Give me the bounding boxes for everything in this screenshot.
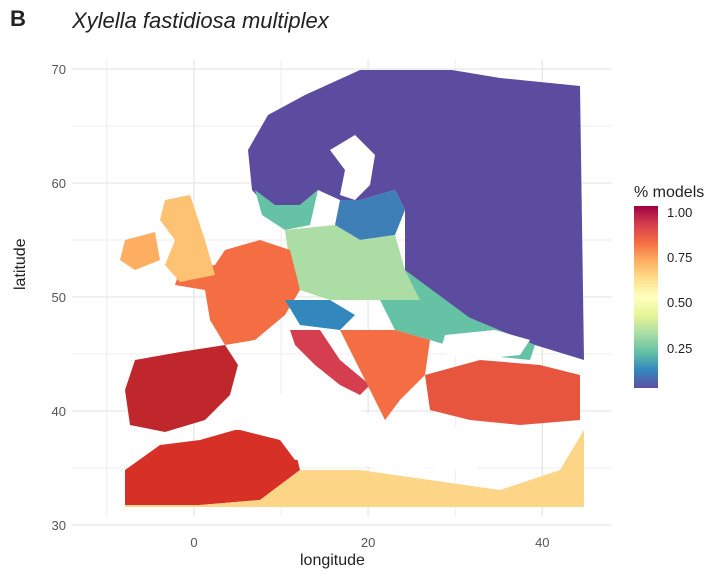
y-tick-label: 30 (52, 518, 66, 533)
y-tick-label: 50 (52, 290, 66, 305)
region-italy (290, 330, 370, 395)
map-title: Xylella fastidiosa multiplex (72, 8, 329, 33)
y-tick-label: 40 (52, 404, 66, 419)
legend-label-025: 0.25 (667, 341, 693, 356)
legend-title: % models (634, 184, 705, 201)
region-turkey (425, 360, 580, 425)
legend-label-1: 1.00 (667, 205, 693, 220)
region-northeast (305, 70, 584, 360)
region-finland-baltic (335, 190, 405, 240)
axis-ticks: 0 20 40 30 40 50 60 70 (52, 62, 550, 550)
region-balkans (340, 330, 430, 420)
region-north-africa (125, 430, 300, 505)
y-axis-title: latitude (12, 238, 29, 290)
y-tick-label: 60 (52, 176, 66, 191)
sea-black (440, 330, 530, 360)
x-tick-label: 40 (535, 535, 549, 550)
legend-colorbar (634, 206, 658, 388)
sea-baltic (330, 135, 375, 200)
x-tick-label: 20 (361, 535, 375, 550)
panel-label: B (10, 6, 26, 31)
region-ireland (120, 232, 160, 270)
region-scandinavia (248, 95, 318, 210)
x-axis-title: longitude (300, 552, 365, 569)
legend-label-050: 0.50 (667, 295, 693, 310)
region-scandinavia-south (255, 190, 318, 230)
sea-mediterranean (205, 380, 505, 470)
x-tick-label: 0 (190, 535, 197, 550)
region-central-europe (285, 225, 420, 300)
region-alps (285, 300, 355, 330)
region-iberia (125, 345, 238, 432)
region-britain (160, 195, 215, 282)
y-tick-label: 70 (52, 62, 66, 77)
region-sahara (125, 430, 584, 507)
suitability-raster (120, 70, 584, 507)
legend-label-075: 0.75 (667, 250, 693, 265)
